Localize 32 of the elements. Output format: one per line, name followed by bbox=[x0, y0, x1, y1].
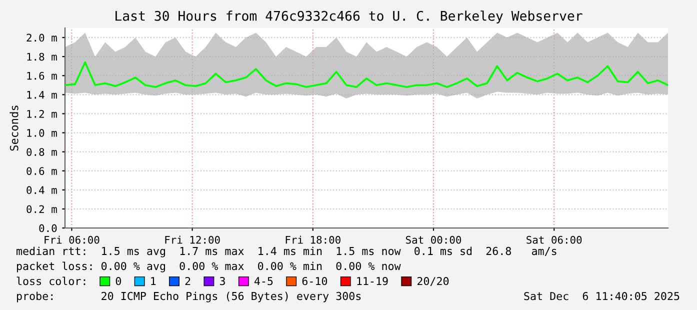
legend-label: 20/20 bbox=[417, 276, 449, 286]
legend-label: 3 bbox=[220, 276, 225, 286]
x-tick-label: Fri 18:00 bbox=[286, 236, 340, 244]
x-tick-label: Sat 00:00 bbox=[406, 236, 462, 244]
y-tick-label: 1.6 m bbox=[27, 72, 57, 80]
chart-title: Last 30 Hours from 476c9332c466 to U. C. Berkeley Webserver bbox=[116, 10, 582, 24]
y-tick-label: 1.2 m bbox=[27, 110, 57, 118]
legend-label: 1 bbox=[151, 277, 156, 286]
x-tick-label: Fri 12:00 bbox=[165, 236, 220, 244]
y-tick-label: 1.4 m bbox=[27, 91, 57, 99]
legend-label: 11-19 bbox=[357, 276, 388, 286]
legend-title: loss color: bbox=[16, 276, 86, 286]
legend-label: 0 bbox=[116, 276, 121, 286]
y-tick-label: 0.8 m bbox=[26, 148, 57, 156]
y-tick-label: 0.4 m bbox=[26, 186, 57, 194]
legend-label: 2 bbox=[185, 276, 190, 286]
legend-label: 4-5 bbox=[254, 277, 273, 286]
text: median rtt: 1.5 ms avg 1.7 ms max 1.4 ms min 1.5 ms now 0.1 ms sd 26.8 am/s bbox=[16, 246, 556, 258]
y-tick-label: 0.2 m bbox=[26, 205, 57, 214]
y-tick-label: 0.0 bbox=[39, 224, 57, 232]
text: Sat Dec 6 11:40:05 2025 bbox=[524, 292, 680, 300]
line-series bbox=[65, 61, 668, 88]
y-axis-title: Seconds bbox=[10, 106, 18, 151]
text: probe: 20 ICMP Echo Pings (56 Bytes) every 300s bbox=[17, 292, 361, 302]
y-tick-label: 0.6 m bbox=[26, 167, 57, 175]
legend-label: 6-10 bbox=[302, 276, 328, 286]
y-tick-label: 2.0 m bbox=[26, 34, 57, 42]
text: packet loss: 0.00 % avg 0.00 % max 0.00 % min 0.00 % now bbox=[17, 262, 401, 272]
y-tick-label: 1.8 m bbox=[27, 52, 57, 61]
x-tick-label: Fri 06:00 bbox=[44, 236, 100, 244]
x-tick-label: Sat 06:00 bbox=[526, 236, 582, 244]
y-tick-label: 1.0 m bbox=[27, 129, 57, 137]
